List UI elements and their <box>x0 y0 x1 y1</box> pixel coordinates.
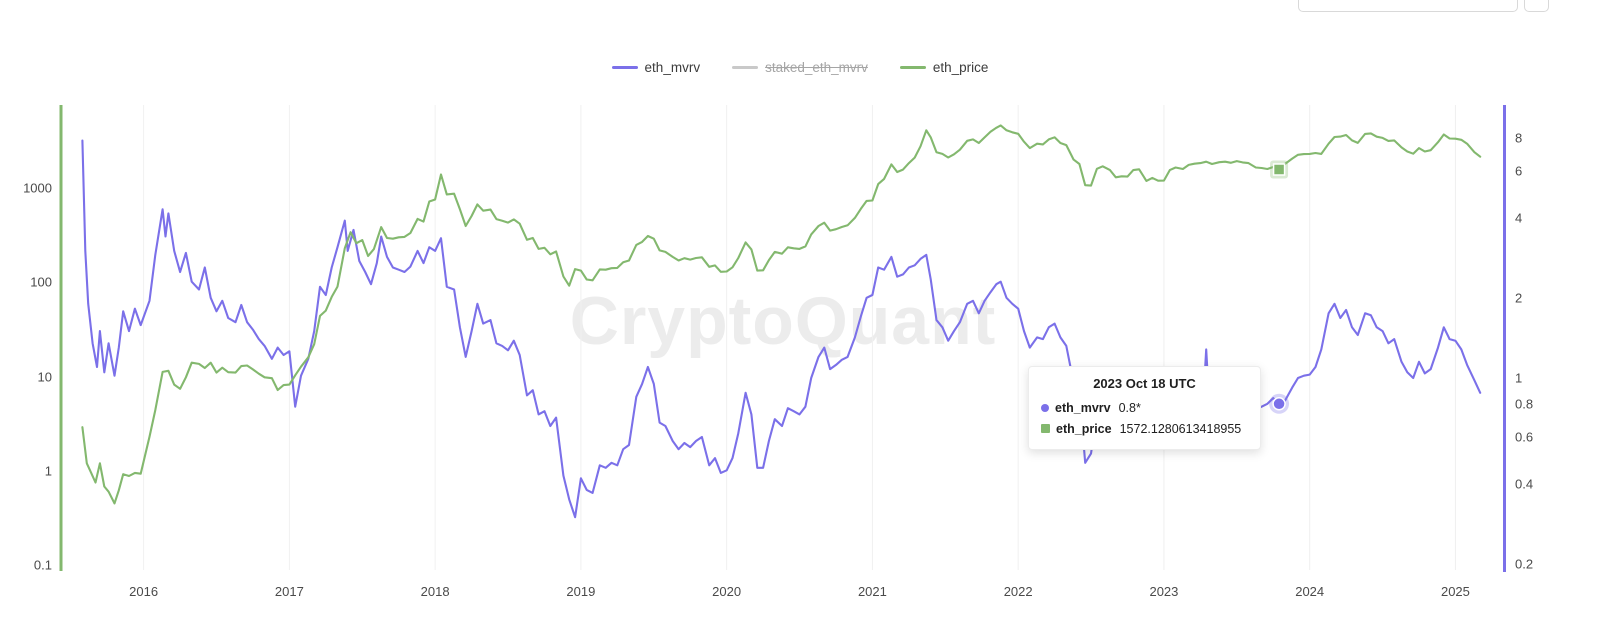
legend-label-eth-mvrv: eth_mvrv <box>644 60 701 75</box>
y-axis-tick-right: 0.4 <box>1515 476 1534 492</box>
eth-price-highlight-marker <box>1272 163 1286 176</box>
chart-legend: eth_mvrv staked_eth_mvrv eth_price <box>0 60 1600 75</box>
y-axis-tick-right: 0.2 <box>1515 556 1534 572</box>
eth-mvrv-highlight-marker <box>1272 397 1286 411</box>
tooltip-row-eth-mvrv: eth_mvrv 0.8* <box>1041 398 1248 419</box>
legend-item-eth-price[interactable]: eth_price <box>899 60 989 75</box>
x-axis-label: 2016 <box>129 584 159 599</box>
legend-item-eth-mvrv[interactable]: eth_mvrv <box>611 60 701 75</box>
eth_price-line <box>81 124 1482 505</box>
x-axis-label: 2021 <box>857 584 887 599</box>
y-axis-tick-left: 1 <box>44 463 52 479</box>
y-axis-tick-right: 2 <box>1515 290 1523 306</box>
y-axis-tick-left: 1000 <box>23 180 52 196</box>
y-axis-tick-left: 100 <box>30 274 52 290</box>
eth_mvrv-line <box>81 139 1482 519</box>
cryptoquant-watermark: CryptoQuant <box>569 283 997 359</box>
y-axis-tick-right: 0.6 <box>1515 429 1534 445</box>
y-axis-tick-right: 4 <box>1515 210 1523 226</box>
legend-label-eth-price: eth_price <box>932 60 989 75</box>
toolbar-button-cropped[interactable] <box>1524 0 1549 12</box>
y-axis-tick-right: 1 <box>1515 370 1523 386</box>
legend-label-staked-eth-mvrv: staked_eth_mvrv <box>765 60 868 75</box>
toolbar-control-cropped[interactable] <box>1298 0 1518 12</box>
x-axis-label: 2020 <box>712 584 742 599</box>
x-axis-label: 2017 <box>274 584 304 599</box>
tooltip-series-value-eth-price: 1572.1280613418955 <box>1119 421 1242 436</box>
staked-eth-mvrv-line-swatch <box>732 66 759 69</box>
y-axis-tick-left: 0.1 <box>33 557 52 573</box>
eth-mvrv-line-swatch <box>611 66 638 69</box>
tooltip-row-eth-price: eth_price 1572.1280613418955 <box>1041 419 1248 440</box>
x-axis-label: 2019 <box>566 584 596 599</box>
x-axis-label: 2023 <box>1149 584 1179 599</box>
y-axis-tick-left: 10 <box>37 369 52 384</box>
eth-price-line-swatch <box>899 66 926 69</box>
eth-price-square-icon <box>1041 424 1050 434</box>
x-axis-label: 2024 <box>1295 584 1325 599</box>
tooltip-series-value-eth-mvrv: 0.8* <box>1118 401 1141 415</box>
eth-mvrv-dot-icon <box>1041 404 1049 413</box>
x-axis-label: 2018 <box>420 584 450 599</box>
tooltip-date: 2023 Oct 18 UTC <box>1093 376 1196 391</box>
y-axis-tick-right: 0.8 <box>1515 396 1534 412</box>
y-axis-tick-right: 8 <box>1515 130 1523 146</box>
y-axis-tick-right: 6 <box>1515 163 1523 179</box>
chart-tooltip: 2023 Oct 18 UTC eth_mvrv 0.8* eth_price … <box>1028 366 1261 451</box>
x-axis-label: 2025 <box>1440 584 1470 599</box>
tooltip-series-name-eth-mvrv: eth_mvrv <box>1055 401 1111 415</box>
x-axis-label: 2022 <box>1003 584 1033 599</box>
tooltip-series-name-eth-price: eth_price <box>1056 421 1112 436</box>
legend-item-staked-eth-mvrv[interactable]: staked_eth_mvrv <box>732 60 868 75</box>
